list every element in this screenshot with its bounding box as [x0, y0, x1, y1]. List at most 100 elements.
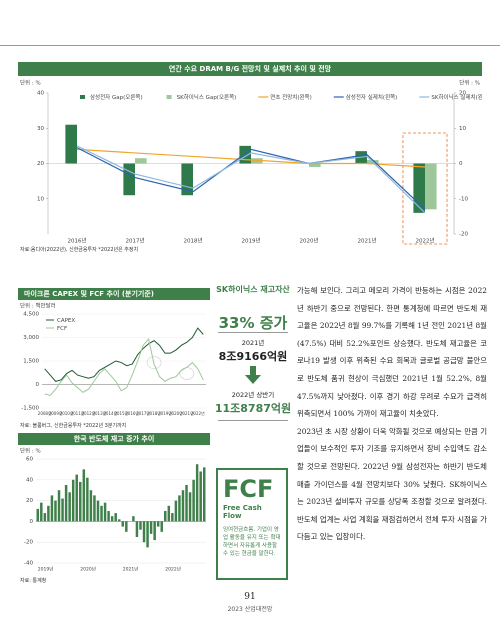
x-tick-label: 2018년 [147, 410, 161, 416]
y-tick-label: 30 [37, 126, 44, 132]
page-number: 91 [244, 592, 256, 602]
bar [82, 469, 86, 522]
x-tick-label: 2018년 [183, 237, 202, 245]
x-tick-label: 2022년 [415, 237, 434, 245]
line [76, 145, 426, 214]
y-tick-label: 0 [36, 382, 40, 388]
legend-label: SK하이닉스 Gap(오른쪽) [177, 93, 237, 101]
bar [61, 498, 64, 522]
definition-box: FCF Free Cash Flow 잉여현금흐름. 기업이 영업 활동을 유지… [216, 468, 288, 580]
legend-swatch [80, 95, 85, 99]
bar [202, 467, 206, 522]
bar [156, 521, 160, 527]
bar [181, 163, 193, 196]
x-tick-label: 2021년 [180, 410, 194, 416]
y-tick-label: 4,500 [23, 312, 39, 318]
bar [199, 471, 202, 522]
highlight-box [402, 132, 448, 245]
legend-label: CAPEX [57, 318, 75, 324]
bar [54, 500, 57, 522]
legend-label: 연초 전망치(왼쪽) [270, 93, 311, 101]
bar [89, 490, 93, 522]
line [76, 148, 426, 168]
axis-unit: 단위 : % [459, 79, 480, 87]
callout-period: 2022년 상반기 [231, 391, 275, 399]
x-tick-label: 2014년 [103, 410, 117, 416]
line [44, 327, 204, 382]
y-tick-label: -40 [24, 561, 33, 567]
bar [36, 508, 40, 522]
bar [135, 158, 147, 164]
legend-label: 삼성전자 Gap(오른쪽) [90, 93, 143, 101]
arrow [245, 366, 261, 384]
bar [178, 495, 181, 522]
x-tick-label: 2012년 [82, 410, 96, 416]
bar [114, 513, 117, 522]
bar [68, 492, 71, 522]
chart-title: 한국 반도체 재고 증가 추이 [18, 433, 210, 445]
bar [425, 163, 437, 210]
x-tick-label: 2020년 [80, 566, 96, 573]
bar [185, 485, 188, 522]
callout-amount: 8조9166억원 [218, 350, 288, 363]
x-tick-label: 2011년 [71, 410, 85, 416]
bar [164, 511, 167, 522]
bar [413, 163, 425, 213]
y-tick-label: 3,000 [23, 335, 39, 341]
bar [195, 464, 199, 522]
bar [79, 481, 82, 522]
bar [117, 519, 121, 522]
line [76, 147, 426, 210]
callout-amount: 11조8787억원 [214, 402, 292, 415]
bar [174, 500, 178, 522]
bar [160, 521, 163, 532]
source: 자료: 통계청 [20, 578, 47, 584]
bar [121, 521, 125, 527]
top-rule [0, 45, 500, 46]
y-tick-label: 60 [26, 457, 33, 463]
bar [47, 505, 50, 522]
body-text: 가능해 보인다. 그리고 메모리 가격이 반등하는 시점은 2022년 하반기 … [297, 282, 487, 546]
y-tick-label: 20 [459, 91, 466, 97]
y-tick-label: 0 [459, 161, 463, 167]
bar [40, 502, 43, 522]
inventory-chart: 단위 : % -40 -20 0 20 40 60 2019년 2020년 2021년 2022년 [20, 447, 206, 573]
y-tick-label: -20 [24, 540, 33, 546]
bar [86, 477, 89, 522]
bar [50, 495, 54, 522]
highlight-circle [179, 367, 195, 380]
y-tick-label: 10 [459, 126, 466, 132]
y-tick-label: 40 [37, 91, 44, 97]
y-tick-label: -10 [459, 196, 468, 202]
bar [103, 502, 107, 522]
legend-label: 삼성전자 실제치(왼쪽) [346, 93, 398, 101]
axis-unit: 단위 : 백만달러 [20, 302, 56, 310]
bar [149, 521, 153, 534]
x-tick-label: 2016년 [67, 237, 86, 245]
bar [239, 145, 251, 164]
axis-unit: 단위 : % [20, 79, 41, 87]
bar [125, 521, 128, 532]
x-tick-label: 2019년 [158, 410, 172, 416]
bar [57, 490, 61, 522]
bar [123, 163, 135, 196]
paragraph: 2023년 초 시장 상황이 더욱 악화될 것으로 예상되는 만큼 기업들이 보… [297, 426, 487, 542]
legend-label: FCF [57, 326, 67, 332]
bar [142, 521, 146, 543]
x-tick-label: 2019년 [38, 566, 54, 573]
bar [146, 521, 149, 548]
y-tick-label: 20 [37, 161, 44, 167]
divider [218, 420, 288, 421]
y-tick-label: -20 [459, 232, 468, 238]
definition-text: 잉여현금흐름. 기업이 영업 활동을 유지 또는 확대하면서 자유롭게 사용할 … [223, 527, 281, 557]
top-chart: 단위 : % 단위 : % 10 20 30 40 -20 -10 0 10 20 2016년 2017… [20, 79, 482, 245]
capex-chart: 단위 : 백만달러 -1,500 0 1,500 3,000 4,500 2008년2009… [20, 302, 206, 416]
x-tick-label: 2021년 [357, 237, 376, 245]
x-tick-label: 2022년 [191, 410, 205, 416]
bar [107, 511, 110, 522]
bar [43, 513, 47, 522]
paragraph: 가능해 보인다. 그리고 메모리 가격이 반등하는 시점은 2022년 하반기 … [297, 286, 487, 419]
x-tick-label: 2010년 [60, 410, 74, 416]
x-tick-label: 2008년 [38, 410, 52, 416]
